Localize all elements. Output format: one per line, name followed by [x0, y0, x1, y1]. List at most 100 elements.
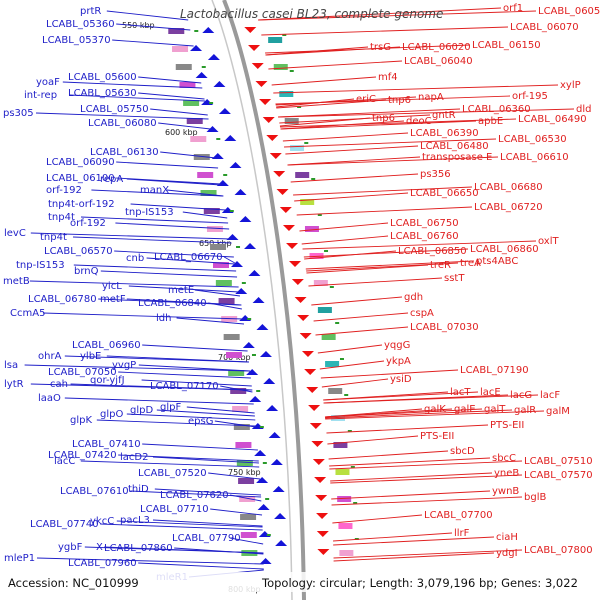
feature-block — [325, 361, 340, 367]
forward-feature-arrow — [254, 450, 267, 456]
reverse-label-line — [276, 99, 387, 109]
forward-gene-label: ps305 — [3, 108, 34, 119]
forward-feature-arrow — [266, 405, 279, 411]
forward-label-line — [138, 562, 264, 570]
forward-gene-label: LCABL_06670 — [154, 252, 223, 263]
reverse-feature-arrow — [297, 315, 310, 321]
reverse-label-line — [294, 192, 409, 202]
reverse-label-line — [279, 114, 431, 124]
forward-label-line — [208, 302, 242, 310]
feature-block — [172, 46, 189, 52]
forward-label-line — [138, 92, 205, 100]
forward-gene-label: LCABL_07410 — [72, 439, 141, 450]
reverse-feature-arrow — [315, 495, 328, 501]
genome-summary-text: Topology: circular; Length: 3,079,196 bp… — [261, 576, 578, 590]
reverse-feature-arrow — [311, 441, 324, 447]
feature-block — [339, 550, 354, 556]
reverse-label-line — [305, 260, 475, 270]
reverse-label-line — [324, 408, 483, 418]
reverse-label-line — [332, 514, 423, 524]
feature-block — [239, 496, 256, 502]
feature-block — [179, 82, 196, 88]
forward-feature-arrow — [190, 45, 203, 51]
gc-tick — [256, 390, 261, 392]
gc-tick — [266, 534, 271, 536]
reverse-gene-label: LCABL_07570 — [524, 470, 593, 481]
feature-block — [203, 208, 220, 214]
forward-feature-arrow — [242, 342, 255, 348]
forward-gene-label: orf-192 — [70, 218, 106, 229]
reverse-feature-arrow — [294, 297, 307, 303]
forward-feature-arrow — [274, 513, 287, 519]
reverse-gene-label: galK — [424, 404, 446, 415]
feature-block — [335, 469, 350, 475]
reverse-label-line — [323, 394, 539, 404]
forward-gene-label: manX — [140, 185, 169, 196]
feature-block — [300, 199, 315, 205]
forward-label-line — [194, 289, 241, 297]
forward-gene-label: LCABL_06960 — [72, 340, 141, 351]
reverse-label-line — [330, 474, 523, 484]
reverse-gene-label: ciaH — [496, 532, 518, 543]
forward-label-line — [128, 285, 240, 293]
reverse-feature-arrow — [276, 189, 289, 195]
reverse-feature-arrow — [244, 27, 257, 33]
reverse-gene-label: apbE — [478, 116, 503, 127]
reverse-gene-label: lacT — [450, 387, 471, 398]
gc-tick — [209, 102, 214, 104]
reverse-gene-label: orf-195 — [512, 91, 548, 102]
forward-gene-label: LCABL_07860 — [104, 543, 173, 554]
reverse-label-line — [317, 344, 383, 354]
forward-label-line — [64, 397, 254, 405]
forward-gene-label: ygbF — [58, 542, 83, 553]
forward-feature-arrow — [239, 216, 252, 222]
forward-feature-arrow — [257, 504, 270, 510]
forward-label-line — [142, 344, 248, 352]
forward-label-line — [223, 256, 236, 264]
forward-label-line — [114, 250, 234, 258]
gc-tick — [289, 70, 294, 72]
reverse-feature-arrow — [308, 405, 321, 411]
forward-gene-label: LCABL_06570 — [44, 246, 113, 257]
forward-feature-arrow — [248, 270, 261, 276]
reverse-label-line — [320, 369, 459, 379]
forward-feature-arrow — [256, 324, 269, 330]
forward-label-line — [118, 454, 259, 462]
forward-gene-label: tnp4t — [40, 232, 67, 243]
reverse-gene-label: LCABL_06480 — [420, 141, 489, 152]
forward-feature-arrow — [202, 27, 215, 33]
forward-label-line — [138, 76, 202, 84]
reverse-gene-label: dld — [576, 104, 591, 115]
reverse-gene-label: PTS-EII — [420, 431, 454, 442]
reverse-gene-label: LCABL_06490 — [518, 114, 587, 125]
forward-gene-label: tnp4t-orf-192 — [48, 199, 115, 210]
feature-block — [215, 280, 232, 286]
reverse-feature-arrow — [262, 117, 275, 123]
forward-gene-label: qor-yjfJ — [90, 375, 125, 386]
forward-gene-label: lytR — [4, 379, 24, 390]
forward-feature-arrow — [224, 135, 237, 141]
reverse-gene-label: LCABL_06750 — [390, 218, 459, 229]
forward-gene-label: cnb — [126, 253, 144, 264]
reverse-gene-label: gdh — [404, 292, 423, 303]
feature-block — [212, 262, 229, 268]
reverse-gene-label: lacF — [540, 390, 560, 401]
forward-gene-label: brnQ — [74, 266, 99, 277]
forward-label-line — [112, 39, 194, 47]
reverse-label-line — [287, 156, 421, 166]
reverse-label-line — [284, 138, 497, 148]
forward-gene-label: lacC — [54, 456, 75, 467]
gc-tick — [282, 34, 287, 36]
reverse-gene-label: galE — [454, 404, 476, 415]
forward-label-line — [208, 472, 261, 480]
forward-gene-label: levC — [4, 228, 26, 239]
forward-gene-label: yvgP — [112, 360, 136, 371]
forward-feature-arrow — [259, 558, 272, 564]
genome-backbone-inner — [211, 0, 293, 600]
forward-gene-label: prtR — [80, 6, 101, 17]
forward-gene-label: LCABL_06780 — [28, 294, 97, 305]
gc-tick — [236, 246, 241, 248]
reverse-gene-label: bglB — [524, 492, 546, 503]
forward-label-line — [118, 371, 251, 379]
